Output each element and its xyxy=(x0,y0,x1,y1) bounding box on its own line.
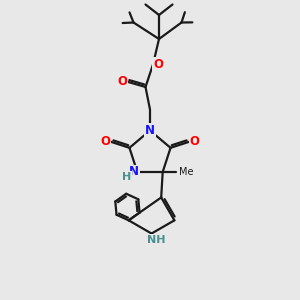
Text: NH: NH xyxy=(147,235,165,245)
Text: N: N xyxy=(129,166,139,178)
Text: N: N xyxy=(145,124,155,137)
Text: O: O xyxy=(117,75,128,88)
Text: H: H xyxy=(122,172,131,182)
Text: O: O xyxy=(153,58,164,71)
Text: O: O xyxy=(190,135,200,148)
Text: Me: Me xyxy=(178,167,193,177)
Text: O: O xyxy=(100,135,110,148)
